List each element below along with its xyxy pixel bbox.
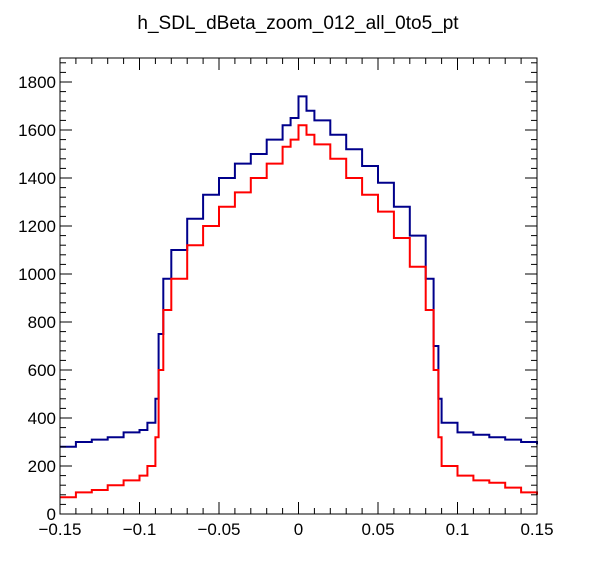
x-tick-label: 0 — [294, 520, 303, 539]
plot-frame — [59, 57, 538, 515]
y-tick-label: 1000 — [18, 265, 56, 284]
y-tick-label: 400 — [28, 409, 56, 428]
y-tick-label: 1800 — [18, 73, 56, 92]
x-tick-label: −0.15 — [38, 520, 81, 539]
series-layer — [60, 95, 538, 499]
x-tick-label: −0.1 — [123, 520, 157, 539]
series-line-2 — [60, 124, 538, 499]
y-tick-label: 800 — [28, 313, 56, 332]
x-tick-label: −0.05 — [197, 520, 240, 539]
x-tick-label: 0.15 — [520, 520, 553, 539]
y-tick-label: 1400 — [18, 169, 56, 188]
chart-title: h_SDL_dBeta_zoom_012_all_0to5_pt — [137, 13, 459, 34]
y-tick-label: 0 — [47, 505, 56, 524]
y-tick-label: 200 — [28, 457, 56, 476]
y-tick-label: 1200 — [18, 217, 56, 236]
x-tick-label: 0.1 — [446, 520, 470, 539]
y-tick-label: 600 — [28, 361, 56, 380]
y-tick-label: 1600 — [18, 121, 56, 140]
series-line-1 — [60, 95, 538, 448]
x-tick-label: 0.05 — [361, 520, 394, 539]
